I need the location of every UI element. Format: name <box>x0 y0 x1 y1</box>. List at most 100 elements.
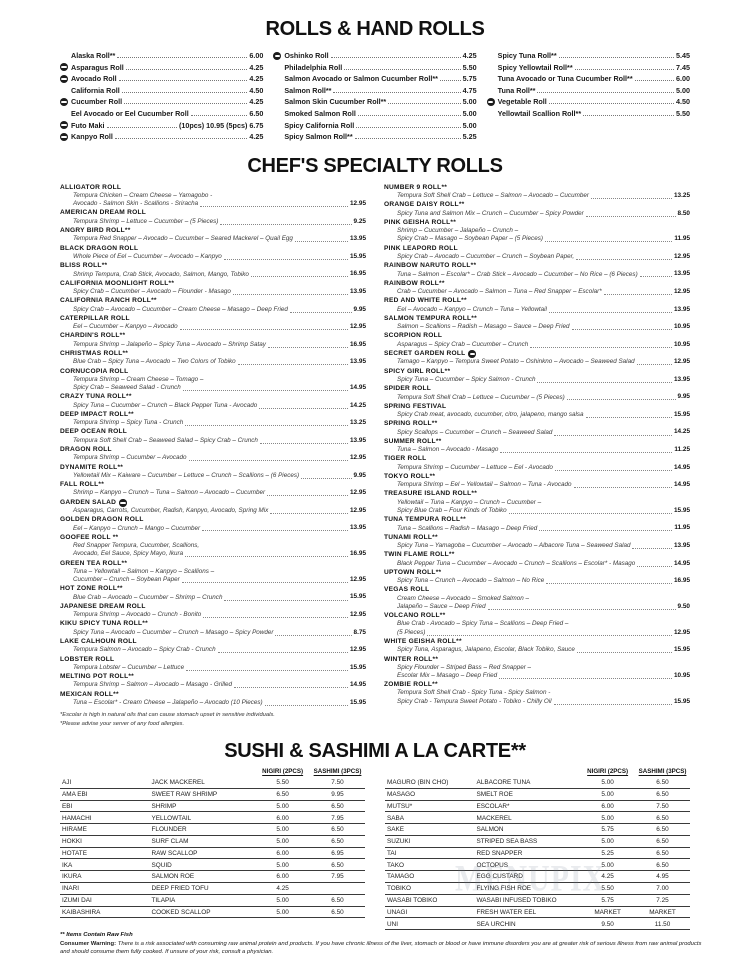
sashimi-table-header: NIGIRI (2PCS) SASHIMI (3PCS) <box>385 768 690 777</box>
specialty-roll-price: 15.95 <box>350 698 366 706</box>
specialty-description-line: Crab – Cucumber – Avocado – Salmon – Tun… <box>397 288 690 296</box>
table-row: MASAGO SMELT ROE 5.00 6.50 <box>385 789 690 801</box>
specialty-roll-item: AMERICAN DREAM ROLL Tempura Shrimp – Lett… <box>60 209 366 226</box>
specialty-roll-price: 10.95 <box>674 323 690 331</box>
leader-dots <box>301 477 352 479</box>
specialty-description-line: Red Snapper Tempura, Cucumber, Scallions… <box>73 542 366 550</box>
roll-price: 6.00 <box>675 74 690 84</box>
specialty-roll-item: BLACK DRAGON ROLL Whole Piece of Eel – Cu… <box>60 245 366 262</box>
specialty-description-line: Blue Crab – Spicy Tuna – Avocado – Two C… <box>73 358 366 366</box>
specialty-roll-description: Tempura Red Snapper – Avocado – Cucumber… <box>60 235 366 243</box>
specialty-description-text: Tuna – Salmon – Avocado - Masago <box>397 446 499 454</box>
specialty-roll-price: 14.95 <box>350 383 366 391</box>
leader-dots <box>267 495 348 497</box>
specialty-roll-price: 12.95 <box>350 611 366 619</box>
specialty-roll-price: 15.95 <box>350 663 366 671</box>
specialty-roll-description: Spicy Crab – Cucumber – Avocado – Flound… <box>60 288 366 296</box>
specialty-roll-price: 13.95 <box>350 235 366 243</box>
sashimi-nigiri-price: 4.25 <box>601 873 614 881</box>
sashimi-column-header-3: SASHIMI (3PCS) <box>313 767 362 775</box>
specialty-roll-item: GOLDEN DRAGON ROLL Eel – Kanpyo – Crunch … <box>60 516 366 533</box>
specialty-roll-price: 15.95 <box>350 593 366 601</box>
leader-dots <box>188 460 348 462</box>
specialty-description-text: Whole Piece of Eel – Cucumber – Avocado … <box>73 253 222 260</box>
specialty-roll-price: 8.75 <box>353 628 366 636</box>
specialty-roll-description: Tempura Shrimp – Jalapeño – Spicy Tuna –… <box>60 341 366 349</box>
table-row: TAMAGO EGG CUSTARD 4.25 4.95 <box>385 871 690 883</box>
roll-item: Philadelphia Roll 5.50 <box>273 60 476 72</box>
specialty-description-text: Spicy Crab – Seaweed Salad - Crunch <box>73 384 181 392</box>
specialty-roll-name: PINK LEAPORD ROLL <box>384 245 690 253</box>
specialty-roll-name: SPIDER ROLL <box>384 385 690 393</box>
roll-name: Salmon Avocado or Salmon Cucumber Roll** <box>284 74 438 84</box>
specialty-description-line: Tempura Shrimp – Jalapeño – Spicy Tuna –… <box>73 341 366 349</box>
sashimi-nigiri-price: 5.00 <box>276 908 289 916</box>
leader-dots <box>487 608 676 610</box>
rolls-column-1: Alaska Roll** 6.00 Asparagus Roll 4.25 Avoca… <box>60 48 263 141</box>
leader-dots <box>508 512 672 514</box>
specialty-roll-price: 13.95 <box>350 358 366 366</box>
specialty-roll-description: Tempura Soft Shell Crab – Seaweed Salad … <box>60 437 366 445</box>
sashimi-english-name: DEEP FRIED TOFU <box>151 885 209 893</box>
sashimi-japanese-name: TOBIKO <box>387 885 412 893</box>
leader-dots <box>182 389 348 391</box>
leader-dots <box>603 294 672 295</box>
specialty-roll-name: TUNAMI ROLL** <box>384 534 690 542</box>
specialty-roll-name-text: LAKE CALHOUN ROLL <box>60 637 137 645</box>
specialty-roll-name-text: CHRISTMAS ROLL** <box>60 349 129 357</box>
sashimi-english-name: RAW SCALLOP <box>151 849 198 857</box>
table-row: AMA EBI SWEET RAW SHRIMP 6.50 9.95 <box>60 789 365 801</box>
specialty-roll-name-text: UPTOWN ROLL** <box>384 568 442 576</box>
roll-price: 4.75 <box>462 85 477 95</box>
specialty-description-line: Tuna – Salmon – Escolar* – Crab Stick – … <box>397 270 690 278</box>
specialty-roll-name-text: GREEN TEA ROLL** <box>60 559 128 567</box>
leader-dots <box>585 416 672 418</box>
leader-dots <box>548 311 672 313</box>
specialty-roll-name-text: DEEP IMPACT ROLL** <box>60 410 134 418</box>
chefs-specialty-grid: ALLIGATOR ROLL Tempura Chicken – Cream Ch… <box>60 184 690 708</box>
specialty-description-text: Tempura Lobster – Cucumber – Lettuce <box>73 663 185 671</box>
specialty-roll-price: 15.95 <box>674 410 690 418</box>
specialty-roll-price: 9.95 <box>353 305 366 313</box>
roll-price: 4.25 <box>249 62 264 72</box>
specialty-roll-description: Tuna – Scallions – Radish – Masago – Dee… <box>384 524 690 532</box>
roll-price: 7.45 <box>675 62 690 72</box>
leader-dots <box>554 469 672 471</box>
sashimi-japanese-name: AMA EBI <box>62 790 88 798</box>
leader-dots <box>259 442 348 444</box>
specialty-roll-name: HOT ZONE ROLL** <box>60 585 366 593</box>
specialty-description-line: Shrimp Tempura, Crab Stick, Avocado, Sal… <box>73 270 366 278</box>
table-row: HAMACHI YELLOWTAIL 6.00 7.95 <box>60 812 365 825</box>
leader-dots <box>190 115 248 117</box>
leader-dots <box>636 364 672 366</box>
roll-item: Vegetable Roll 4.50 <box>486 94 690 106</box>
leader-dots <box>585 215 676 217</box>
table-row: SABA MACKEREL 5.00 6.50 <box>385 812 690 825</box>
specialty-roll-description: Tempura Shrimp – Cream Cheese – Tomago –… <box>60 376 366 393</box>
roll-price: 5.50 <box>675 109 690 118</box>
specialty-roll-price: 14.95 <box>674 481 690 489</box>
specialty-description-line: Yellowtail Mix – Kaiware – Cucumber – Le… <box>73 472 366 480</box>
specialty-description-line: Spicy Tuna – Yamagoba – Cucumber – Avoca… <box>397 542 690 550</box>
sashimi-sashimi-price: 6.50 <box>656 779 669 787</box>
roll-item: Kanpyo Roll 4.25 <box>60 129 263 141</box>
roll-name: Spicy Tuna Roll** <box>497 51 557 61</box>
specialty-roll-name: SPRING FESTIVAL <box>384 403 690 411</box>
sashimi-nigiri-price: 4.25 <box>276 885 289 893</box>
specialty-roll-name: TIGER ROLL <box>384 455 690 463</box>
table-row: HOKKI SURF CLAM 5.00 6.50 <box>60 836 365 848</box>
specialty-roll-name: CALIFORNIA RANCH ROLL** <box>60 297 366 305</box>
sashimi-nigiri-price: 5.00 <box>276 826 289 834</box>
specialty-roll-name-text: MELTING POT ROLL** <box>60 673 134 681</box>
sashimi-sashimi-price: 6.50 <box>331 802 344 810</box>
specialty-roll-price: 12.95 <box>350 200 366 208</box>
specialty-roll-description: Spicy Tuna – Avocado – Cucumber – Crunch… <box>60 629 366 637</box>
rolls-grid: Alaska Roll** 6.00 Asparagus Roll 4.25 Avoca… <box>60 48 690 141</box>
leader-dots <box>237 364 348 366</box>
sashimi-sashimi-price: 7.25 <box>656 896 669 904</box>
leader-dots <box>357 115 461 117</box>
vegetarian-icon <box>486 97 495 106</box>
specialty-roll-description: Tempura Shrimp – Avocado – Crunch - Boni… <box>60 611 366 619</box>
specialty-roll-price: 10.95 <box>674 671 690 679</box>
sashimi-nigiri-price: 6.50 <box>276 790 289 798</box>
